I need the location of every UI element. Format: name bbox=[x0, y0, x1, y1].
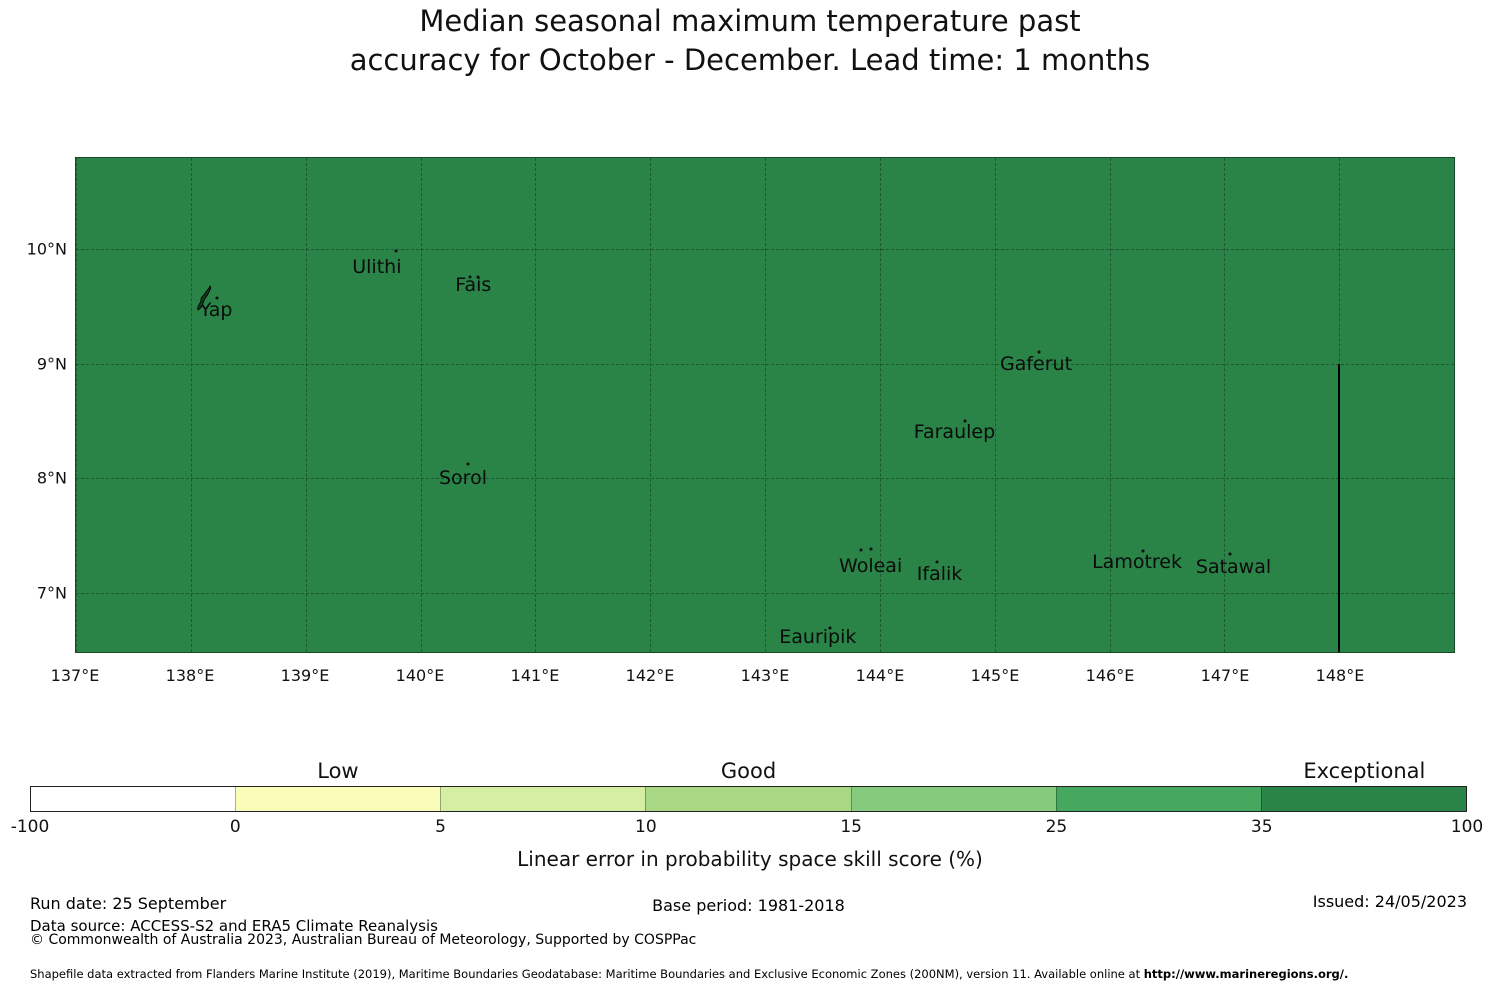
meridian-gridline bbox=[650, 158, 652, 652]
island-label-ulithi: Ulithi bbox=[352, 255, 402, 278]
colorbar-category-label: Exceptional bbox=[1303, 759, 1426, 783]
island-dot bbox=[215, 296, 219, 299]
eez-boundary-line bbox=[1338, 363, 1341, 652]
yap-island-outline bbox=[194, 285, 216, 317]
meridian-gridline bbox=[1109, 158, 1111, 652]
yap-island-icon bbox=[196, 285, 211, 311]
shapefile-note: Shapefile data extracted from Flanders M… bbox=[30, 967, 1348, 981]
colorbar-segment bbox=[645, 787, 851, 811]
copyright-note: © Commonwealth of Australia 2023, Austra… bbox=[30, 932, 697, 948]
meridian-gridline bbox=[420, 158, 422, 652]
x-axis-tick-label: 137°E bbox=[50, 666, 100, 685]
x-axis-tick-label: 139°E bbox=[280, 666, 330, 685]
y-axis-tick-label: 8°N bbox=[36, 468, 67, 488]
colorbar-tick-label: 15 bbox=[840, 817, 862, 837]
colorbar-tick-label: 25 bbox=[1045, 817, 1068, 837]
data-source: Data source: ACCESS-S2 and ERA5 Climate … bbox=[30, 917, 438, 935]
colorbar-tick-label: 5 bbox=[435, 817, 446, 837]
colorbar-tick-label: 35 bbox=[1250, 817, 1273, 837]
island-label-fais: Fais bbox=[455, 273, 492, 296]
island-label-yap: Yap bbox=[199, 299, 233, 322]
island-dot bbox=[466, 462, 470, 466]
island-dot bbox=[963, 419, 967, 423]
x-axis-tick-label: 146°E bbox=[1085, 666, 1135, 685]
colorbar-segment bbox=[1055, 787, 1261, 811]
island-dot bbox=[1228, 552, 1232, 556]
island-label-lamotrek: Lamotrek bbox=[1092, 550, 1182, 573]
parallel-gridline bbox=[76, 478, 1454, 480]
chart-title-line2: accuracy for October - December. Lead ti… bbox=[349, 43, 1151, 77]
colorbar-tick-label: 0 bbox=[229, 817, 241, 837]
meridian-gridline bbox=[535, 158, 537, 652]
island-label-faraulep: Faraulep bbox=[913, 421, 996, 444]
island-label-satawal: Satawal bbox=[1195, 556, 1272, 579]
island-dot bbox=[935, 560, 939, 564]
run-date: Run date: 25 September bbox=[30, 894, 227, 913]
colorbar-title: Linear error in probability space skill … bbox=[517, 847, 983, 871]
base-period: Base period: 1981-2018 bbox=[652, 896, 845, 915]
colorbar bbox=[30, 786, 1467, 812]
y-axis-tick-label: 9°N bbox=[36, 354, 67, 374]
colorbar-tick-label: 10 bbox=[635, 817, 657, 837]
x-axis-tick-label: 141°E bbox=[510, 666, 560, 685]
island-label-eauripik: Eauripik bbox=[779, 626, 857, 649]
meridian-gridline bbox=[76, 158, 77, 652]
parallel-gridline bbox=[76, 249, 1454, 251]
y-axis-tick-label: 7°N bbox=[36, 583, 67, 603]
colorbar-segment bbox=[440, 787, 646, 811]
map-canvas: Yap Ulithi Fais Sorol Gaferut Faraulep Woleai I… bbox=[75, 157, 1455, 653]
shapefile-note-text: Shapefile data extracted from Flanders M… bbox=[30, 967, 1144, 981]
meridian-gridline bbox=[190, 158, 192, 652]
island-dot bbox=[828, 626, 832, 630]
island-dot bbox=[468, 275, 472, 279]
x-axis-tick-label: 147°E bbox=[1200, 666, 1250, 685]
meridian-gridline bbox=[994, 158, 996, 652]
chart-title: Median seasonal maximum temperature past… bbox=[0, 2, 1500, 80]
island-dot bbox=[869, 547, 873, 551]
colorbar-tick-label: 100 bbox=[1450, 817, 1484, 837]
x-axis-tick-label: 138°E bbox=[165, 666, 215, 685]
meridian-gridline bbox=[879, 158, 881, 652]
meridian-gridline bbox=[1224, 158, 1226, 652]
island-label-ifalik: Ifalik bbox=[916, 563, 963, 586]
island-label-woleai: Woleai bbox=[839, 555, 903, 578]
colorbar-tick-label: -100 bbox=[10, 817, 50, 837]
island-dot bbox=[1141, 549, 1145, 553]
island-label-gaferut: Gaferut bbox=[999, 352, 1073, 375]
parallel-gridline bbox=[76, 363, 1454, 365]
chart-title-line1: Median seasonal maximum temperature past bbox=[419, 4, 1081, 38]
colorbar-category-label: Low bbox=[317, 759, 359, 783]
meridian-gridline bbox=[765, 158, 766, 652]
island-dot bbox=[476, 275, 480, 279]
island-dot bbox=[394, 249, 398, 253]
colorbar-segment bbox=[1260, 787, 1466, 811]
x-axis-tick-label: 140°E bbox=[395, 666, 445, 685]
meridian-gridline bbox=[305, 158, 307, 652]
issued-date: Issued: 24/05/2023 bbox=[1312, 892, 1467, 911]
y-axis-tick-label: 10°N bbox=[26, 239, 67, 259]
shapefile-url: http://www.marineregions.org/. bbox=[1143, 967, 1349, 981]
x-axis-tick-label: 148°E bbox=[1315, 666, 1365, 685]
island-label-sorol: Sorol bbox=[438, 467, 487, 490]
colorbar-segment bbox=[235, 787, 441, 811]
x-axis-tick-label: 145°E bbox=[970, 666, 1020, 685]
x-axis-tick-label: 143°E bbox=[740, 666, 790, 685]
colorbar-segment bbox=[31, 787, 236, 811]
x-axis-tick-label: 142°E bbox=[625, 666, 675, 685]
parallel-gridline bbox=[76, 592, 1454, 594]
colorbar-category-label: Good bbox=[720, 759, 777, 783]
x-axis-tick-label: 144°E bbox=[855, 666, 905, 685]
colorbar-segment bbox=[850, 787, 1056, 811]
island-dot bbox=[859, 548, 863, 552]
island-dot bbox=[1037, 350, 1041, 354]
